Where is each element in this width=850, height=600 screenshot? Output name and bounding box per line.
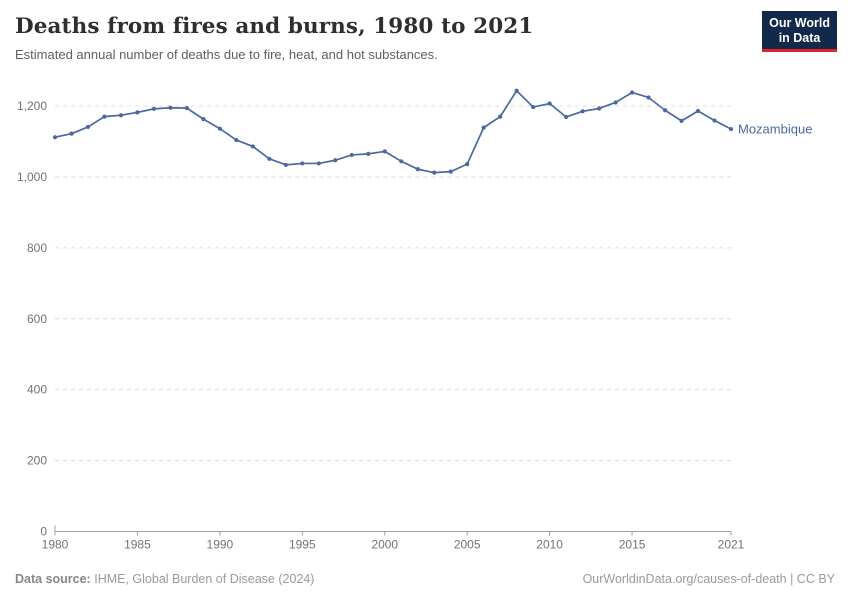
x-tick-label: 1995 xyxy=(289,538,316,552)
y-tick-label: 400 xyxy=(27,383,47,397)
data-point[interactable] xyxy=(629,90,635,95)
data-point[interactable] xyxy=(366,151,371,156)
y-tick-label: 0 xyxy=(40,525,47,539)
data-source-text: IHME, Global Burden of Disease (2024) xyxy=(94,572,315,586)
data-point[interactable] xyxy=(432,170,437,175)
data-point[interactable] xyxy=(267,156,272,161)
data-point[interactable] xyxy=(349,152,354,158)
owid-logo[interactable]: Our World in Data xyxy=(762,11,837,52)
y-tick-label: 1,000 xyxy=(17,170,47,184)
data-point[interactable] xyxy=(217,126,222,131)
data-point[interactable] xyxy=(102,114,107,119)
data-point[interactable] xyxy=(201,117,206,122)
data-point[interactable] xyxy=(498,114,503,119)
trend-line[interactable] xyxy=(54,89,732,174)
line-chart[interactable]: 0 200 400 600 800 1,000 1,200 1980 1985 1990 1995 2… xyxy=(0,75,850,555)
y-tick-label: 200 xyxy=(27,454,47,468)
data-point[interactable] xyxy=(547,101,552,106)
data-point[interactable] xyxy=(465,162,470,167)
y-tick-label: 600 xyxy=(27,312,47,326)
data-point[interactable] xyxy=(333,158,338,163)
data-point[interactable] xyxy=(481,125,486,130)
y-tick-label: 800 xyxy=(27,241,47,255)
x-tick-label: 2005 xyxy=(454,538,481,552)
data-point[interactable] xyxy=(234,137,239,143)
entity-label[interactable]: Mozambique xyxy=(738,122,812,137)
data-point[interactable] xyxy=(316,161,321,166)
x-tick-label: 1980 xyxy=(42,538,69,552)
data-point[interactable] xyxy=(85,124,91,130)
x-tick-label: 2010 xyxy=(536,538,563,552)
data-point[interactable] xyxy=(69,131,74,136)
footer-link[interactable]: OurWorldinData.org/causes-of-death | CC … xyxy=(582,572,835,586)
data-point[interactable] xyxy=(531,104,536,110)
data-point[interactable] xyxy=(695,108,701,114)
data-point[interactable] xyxy=(662,108,668,113)
data-point[interactable] xyxy=(250,144,255,149)
data-point[interactable] xyxy=(283,162,288,167)
data-point[interactable] xyxy=(596,106,602,111)
x-tick-label: 2000 xyxy=(371,538,398,552)
data-point[interactable] xyxy=(52,135,58,140)
data-point[interactable] xyxy=(580,109,585,114)
data-point[interactable] xyxy=(184,106,190,111)
x-tick-label: 1990 xyxy=(207,538,234,552)
x-tick-label: 2021 xyxy=(718,538,745,552)
page-title: Deaths from fires and burns, 1980 to 202… xyxy=(15,14,534,39)
data-point[interactable] xyxy=(135,110,140,115)
data-point[interactable] xyxy=(712,118,717,123)
data-point[interactable] xyxy=(646,95,651,100)
data-point[interactable] xyxy=(448,169,453,174)
chart-footer: Data source: IHME, Global Burden of Dise… xyxy=(15,572,835,586)
page-subtitle: Estimated annual number of deaths due to… xyxy=(15,47,438,62)
chart-header: Deaths from fires and burns, 1980 to 202… xyxy=(15,14,740,62)
data-point[interactable] xyxy=(679,118,684,123)
data-point[interactable] xyxy=(415,167,420,172)
data-source: Data source: IHME, Global Burden of Dise… xyxy=(15,572,314,586)
data-source-label: Data source: xyxy=(15,572,91,586)
x-tick-label: 1985 xyxy=(124,538,151,552)
data-point[interactable] xyxy=(728,126,734,132)
data-point[interactable] xyxy=(300,161,305,166)
data-point[interactable] xyxy=(151,106,157,111)
owid-logo-line2: in Data xyxy=(778,31,821,45)
data-point[interactable] xyxy=(118,113,124,118)
owid-logo-line1: Our World xyxy=(769,16,830,30)
data-point[interactable] xyxy=(613,100,618,105)
data-point[interactable] xyxy=(399,159,404,164)
y-tick-label: 1,200 xyxy=(17,99,47,113)
data-point[interactable] xyxy=(382,149,387,154)
data-point[interactable] xyxy=(564,114,569,120)
data-point[interactable] xyxy=(514,88,519,93)
x-tick-label: 2015 xyxy=(619,538,646,552)
data-point[interactable] xyxy=(168,105,173,110)
